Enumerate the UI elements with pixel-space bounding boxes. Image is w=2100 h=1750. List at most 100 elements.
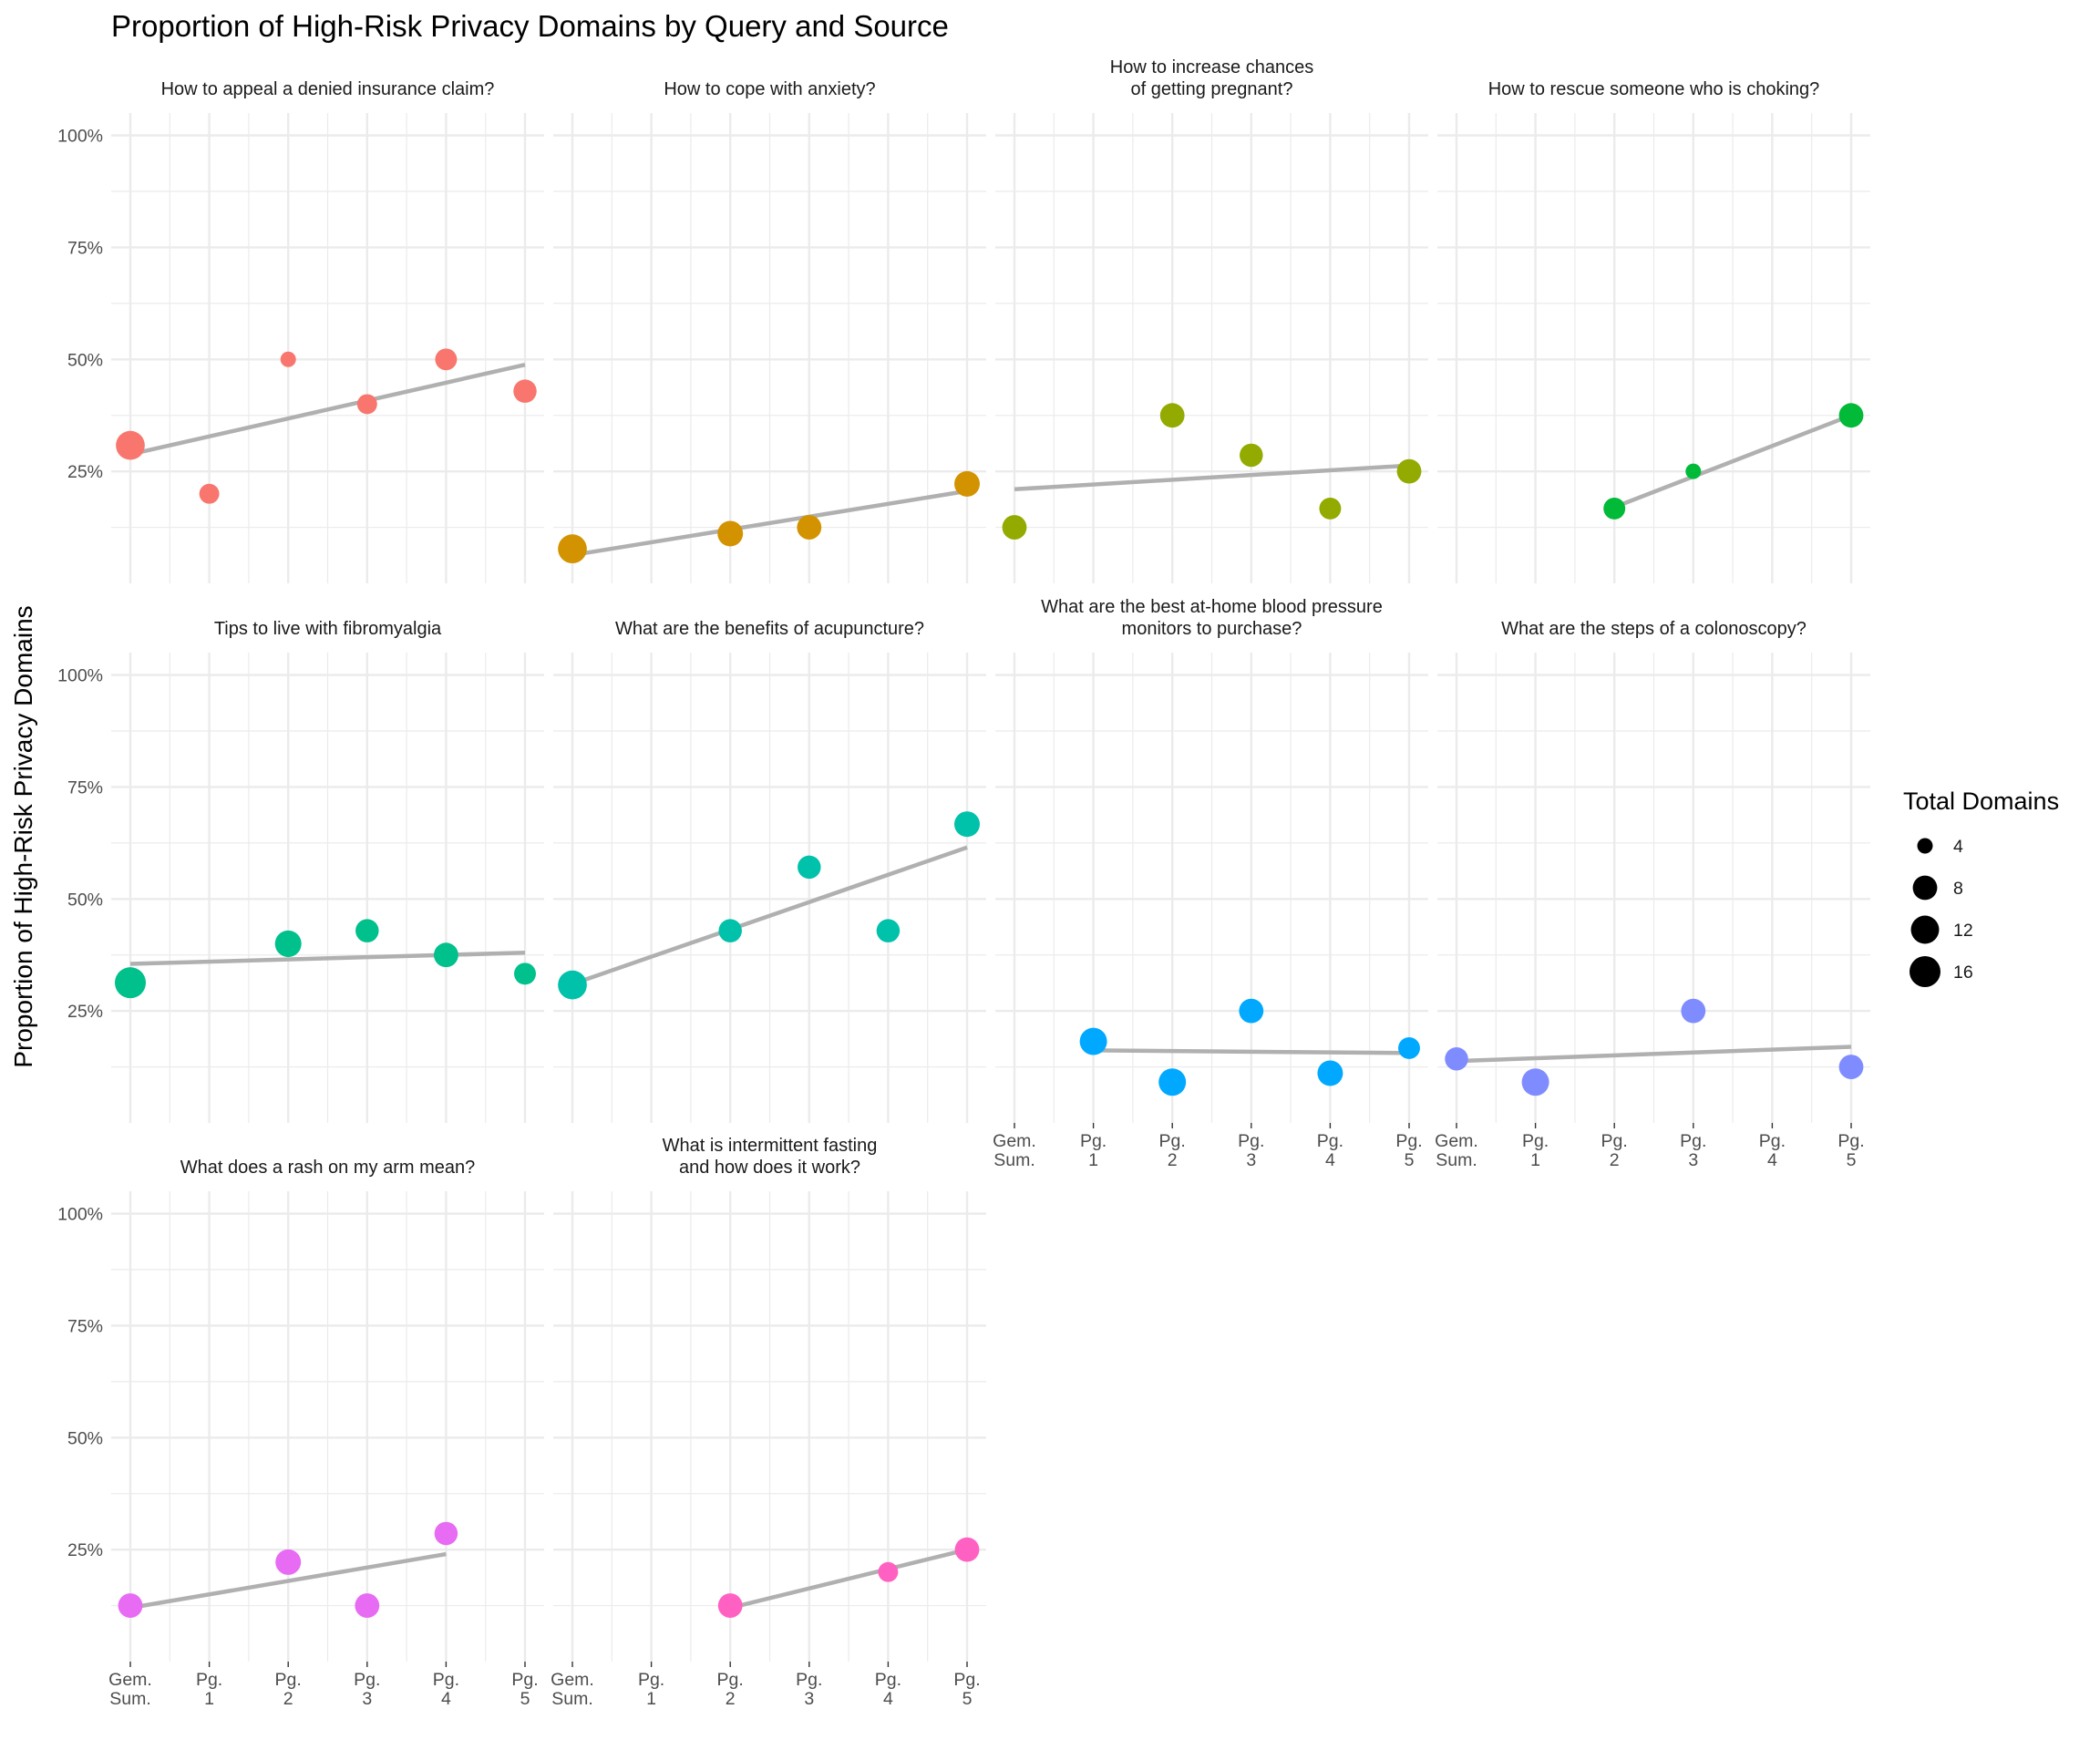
data-point: [798, 855, 821, 880]
x-tick-label: Gem. Sum.: [551, 1670, 594, 1709]
data-point: [356, 394, 377, 415]
data-point: [954, 1537, 980, 1562]
x-tick-label: Pg. 5: [511, 1670, 538, 1709]
x-tick-label: Pg. 1: [638, 1670, 664, 1709]
y-tick-label: 75%: [67, 238, 103, 258]
data-point: [954, 811, 980, 838]
data-point: [116, 430, 145, 460]
legend-label: 4: [1953, 837, 1963, 857]
data-point: [718, 919, 742, 942]
facet-panel: What does a rash on my arm mean? 25% 50% 75…: [57, 1158, 544, 1709]
trend-line: [129, 951, 526, 966]
data-point: [1685, 463, 1702, 479]
panel-title: What are the steps of a colonoscopy?: [1501, 619, 1807, 639]
data-point: [199, 483, 220, 504]
y-tick-label: 100%: [57, 1205, 103, 1225]
y-tick-label: 100%: [57, 666, 103, 686]
data-point: [1838, 1055, 1864, 1079]
data-point: [1681, 998, 1706, 1024]
x-tick-label: Pg. 3: [354, 1670, 380, 1709]
panel-title: How to rescue someone who is choking?: [1488, 79, 1820, 99]
x-tick-label: Pg. 4: [1759, 1131, 1786, 1170]
trend-line: [129, 362, 526, 457]
data-point: [1239, 998, 1264, 1024]
x-tick-label: Pg. 5: [953, 1670, 980, 1709]
panel-title: How to increase chances of getting pregna…: [1110, 57, 1313, 99]
trend-line: [571, 489, 968, 558]
panel-title: What are the best at-home blood pressure…: [1041, 597, 1383, 639]
facet-panel: How to rescue someone who is choking?: [1437, 79, 1870, 583]
y-tick-label: 75%: [67, 1316, 103, 1336]
data-point: [1319, 497, 1342, 520]
y-tick-label: 100%: [57, 127, 103, 147]
panel-title: Tips to live with fibromyalgia: [214, 619, 442, 639]
panel-title: What is intermittent fasting and how does…: [663, 1136, 878, 1178]
facet-panels: How to appeal a denied insurance claim? 2…: [57, 57, 1870, 1709]
x-tick-label: Pg. 3: [1238, 1131, 1264, 1170]
x-tick-label: Gem. Sum.: [1435, 1131, 1478, 1170]
x-tick-label: Pg. 2: [1159, 1131, 1186, 1170]
legend-label: 12: [1953, 921, 1973, 941]
data-point: [275, 1549, 302, 1575]
panel-title: What does a rash on my arm mean?: [180, 1158, 475, 1178]
data-point: [717, 520, 744, 547]
x-tick-label: Pg. 2: [717, 1670, 744, 1709]
data-point: [1521, 1068, 1549, 1096]
chart-title: Proportion of High-Risk Privacy Domains …: [111, 9, 949, 43]
legend-key: [1917, 838, 1933, 854]
y-tick-label: 25%: [67, 462, 103, 482]
y-axis-label: Proportion of High-Risk Privacy Domains: [9, 605, 37, 1067]
facet-panel: What are the benefits of acupuncture?: [553, 619, 986, 1123]
trend-line: [1613, 413, 1852, 510]
data-point: [1079, 1027, 1107, 1055]
data-point: [876, 919, 901, 942]
data-point: [954, 470, 980, 497]
data-point: [118, 1593, 143, 1618]
panel-title: What are the benefits of acupuncture?: [615, 619, 924, 639]
x-tick-label: Pg. 5: [1838, 1131, 1864, 1170]
x-tick-label: Gem. Sum.: [993, 1131, 1036, 1170]
data-point: [1240, 443, 1263, 468]
x-tick-label: Pg. 1: [1522, 1131, 1549, 1170]
x-tick-label: Pg. 2: [275, 1670, 302, 1709]
data-point: [1396, 458, 1422, 484]
data-point: [514, 962, 536, 985]
y-tick-label: 75%: [67, 777, 103, 798]
trend-line: [729, 1547, 968, 1611]
legend-key: [1912, 875, 1938, 901]
x-tick-label: Pg. 1: [196, 1670, 222, 1709]
data-point: [1603, 497, 1626, 520]
size-legend: Total Domains 4 8 12 16: [1903, 788, 2059, 987]
legend-key: [1910, 956, 1940, 987]
data-point: [1158, 1068, 1187, 1096]
trend-line: [129, 1551, 447, 1611]
trend-line: [571, 845, 968, 986]
data-point: [797, 515, 822, 540]
data-point: [435, 348, 458, 371]
x-tick-label: Pg. 4: [1317, 1131, 1343, 1170]
data-point: [434, 1521, 458, 1546]
data-point: [433, 942, 458, 968]
legend-key: [1910, 915, 1940, 944]
x-tick-label: Pg. 2: [1601, 1131, 1628, 1170]
panel-title: How to appeal a denied insurance claim?: [161, 79, 495, 99]
data-point: [1445, 1046, 1468, 1071]
data-point: [1398, 1036, 1420, 1059]
data-point: [1838, 403, 1864, 428]
legend-label: 8: [1953, 879, 1963, 899]
data-point: [280, 351, 296, 367]
facet-panel: How to increase chances of getting pregna…: [995, 57, 1428, 583]
panel-title: How to cope with anxiety?: [664, 79, 875, 99]
data-point: [274, 930, 302, 957]
data-point: [558, 534, 587, 564]
legend-label: 16: [1953, 962, 1973, 983]
data-point: [355, 1593, 380, 1618]
facet-panel: What are the steps of a colonoscopy? Gem.…: [1435, 619, 1870, 1170]
data-point: [1317, 1060, 1343, 1086]
trend-line: [1093, 1048, 1410, 1055]
data-point: [355, 919, 379, 942]
x-tick-label: Pg. 4: [875, 1670, 901, 1709]
trend-line: [1456, 1045, 1852, 1064]
data-point: [717, 1593, 743, 1618]
